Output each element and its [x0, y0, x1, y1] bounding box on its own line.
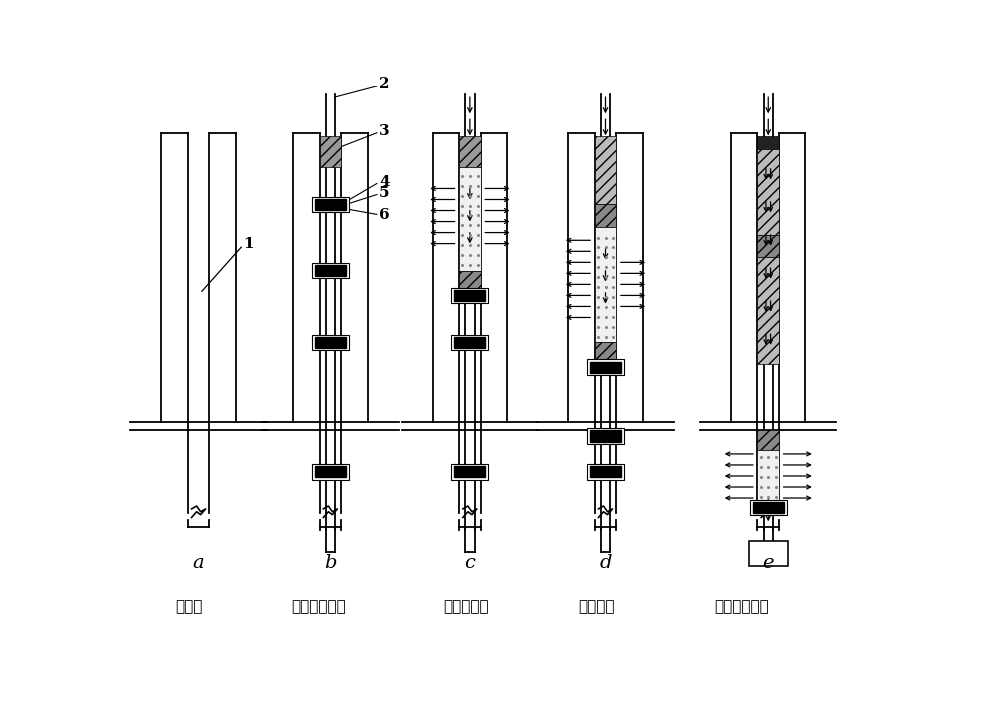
Bar — [753, 502, 784, 513]
Text: 下分段灌浆管: 下分段灌浆管 — [292, 599, 346, 614]
Bar — [590, 362, 621, 372]
Text: a: a — [193, 553, 204, 572]
Bar — [587, 359, 624, 374]
Text: 6: 6 — [379, 208, 390, 223]
Text: d: d — [599, 553, 612, 572]
Text: e: e — [763, 553, 774, 572]
Text: 5: 5 — [379, 186, 390, 200]
Bar — [315, 265, 346, 276]
Text: 3: 3 — [379, 124, 390, 138]
Bar — [757, 430, 779, 450]
Text: 4: 4 — [379, 175, 390, 190]
Text: c: c — [464, 553, 475, 572]
Bar — [595, 226, 616, 342]
Bar — [757, 257, 779, 364]
Bar — [757, 135, 779, 150]
Bar — [454, 290, 485, 301]
Bar — [320, 135, 341, 167]
Bar — [312, 197, 349, 212]
Bar — [750, 500, 787, 516]
Bar — [459, 167, 481, 271]
Bar — [454, 337, 485, 348]
Text: 灌浆孔: 灌浆孔 — [175, 599, 203, 614]
Bar — [451, 334, 488, 350]
Bar — [312, 263, 349, 279]
Bar — [459, 135, 481, 167]
Text: 第一段灌浆: 第一段灌浆 — [443, 599, 488, 614]
Bar — [587, 464, 624, 480]
Bar — [454, 466, 485, 478]
Bar — [595, 342, 616, 364]
Text: 二段灌浆: 二段灌浆 — [578, 599, 615, 614]
Bar — [749, 541, 788, 566]
Bar — [451, 464, 488, 480]
Bar — [590, 430, 621, 442]
Text: 2: 2 — [379, 77, 390, 91]
Bar — [315, 199, 346, 210]
Bar — [757, 150, 779, 235]
Text: 1: 1 — [244, 238, 254, 251]
Bar — [595, 135, 616, 205]
Bar — [459, 271, 481, 293]
Bar — [312, 334, 349, 350]
Bar — [315, 337, 346, 348]
Text: 至最后段灌浆: 至最后段灌浆 — [714, 599, 769, 614]
Text: b: b — [324, 553, 337, 572]
Bar — [315, 466, 346, 478]
Bar — [595, 205, 616, 226]
Bar — [312, 464, 349, 480]
Bar — [587, 428, 624, 444]
Bar — [757, 450, 779, 502]
Bar — [451, 288, 488, 303]
Bar — [757, 235, 779, 257]
Bar — [590, 466, 621, 478]
